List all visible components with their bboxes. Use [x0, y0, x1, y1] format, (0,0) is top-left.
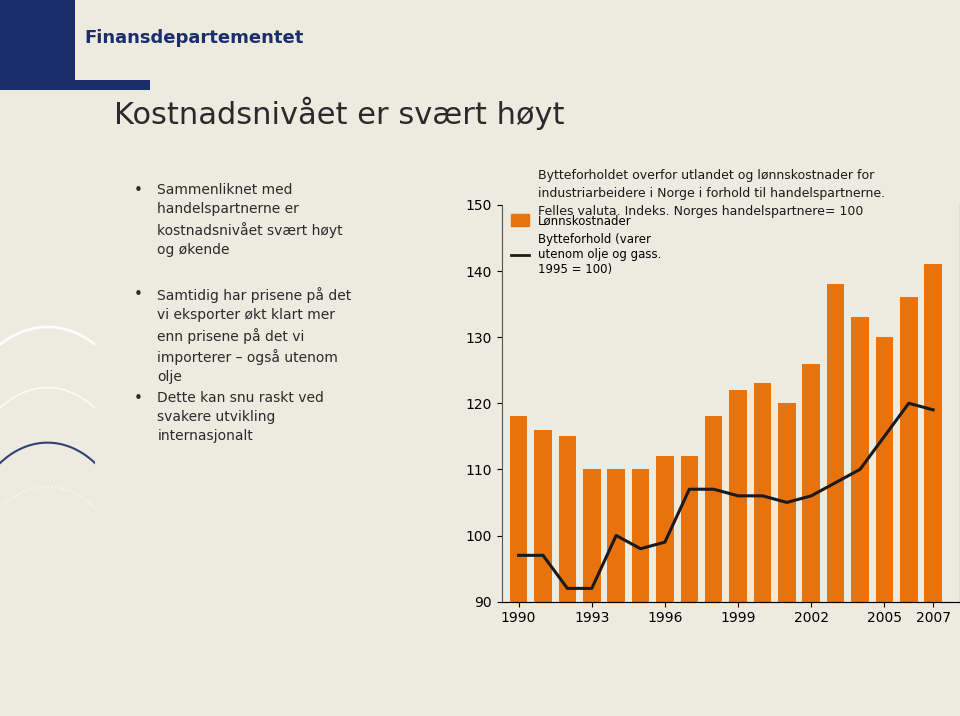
Bar: [0, 0, 75, 80]
Text: Kostnadsnivået er svært høyt: Kostnadsnivået er svært høyt: [114, 97, 564, 130]
Bar: [803, 364, 820, 716]
Text: Bytteforholdet overfor utlandet og lønnskostnader for
industriarbeidere i Norge : Bytteforholdet overfor utlandet og lønns…: [538, 169, 885, 218]
Bar: [754, 384, 771, 716]
Bar: [583, 470, 601, 716]
Bar: [632, 470, 649, 716]
Text: •: •: [133, 287, 142, 302]
Text: •: •: [133, 391, 142, 406]
Bar: [900, 297, 918, 716]
Bar: [827, 284, 845, 716]
Bar: [656, 456, 674, 716]
Bar: [924, 264, 942, 716]
Bar: [779, 403, 796, 716]
Bar: [559, 436, 576, 716]
Text: Sammenliknet med
handelspartnerne er
kostnadsnivået svært høyt
og økende: Sammenliknet med handelspartnerne er kos…: [157, 183, 343, 257]
Bar: [534, 430, 552, 716]
Legend: Lønnskostnader, Bytteforhold (varer
utenom olje og gass.
1995 = 100): Lønnskostnader, Bytteforhold (varer uten…: [508, 211, 665, 280]
Bar: [705, 417, 723, 716]
Bar: [681, 456, 698, 716]
Bar: [730, 390, 747, 716]
Text: Samtidig har prisene på det
vi eksporter økt klart mer
enn prisene på det vi
imp: Samtidig har prisene på det vi eksporter…: [157, 287, 351, 384]
Bar: [510, 417, 527, 716]
Text: •: •: [133, 183, 142, 198]
Text: Dette kan snu raskt ved
svakere utvikling
internasjonalt: Dette kan snu raskt ved svakere utviklin…: [157, 391, 324, 442]
Bar: [0, 80, 150, 90]
Bar: [876, 337, 893, 716]
Text: Finansdepartementet: Finansdepartementet: [84, 29, 304, 47]
Bar: [608, 470, 625, 716]
Bar: [852, 317, 869, 716]
